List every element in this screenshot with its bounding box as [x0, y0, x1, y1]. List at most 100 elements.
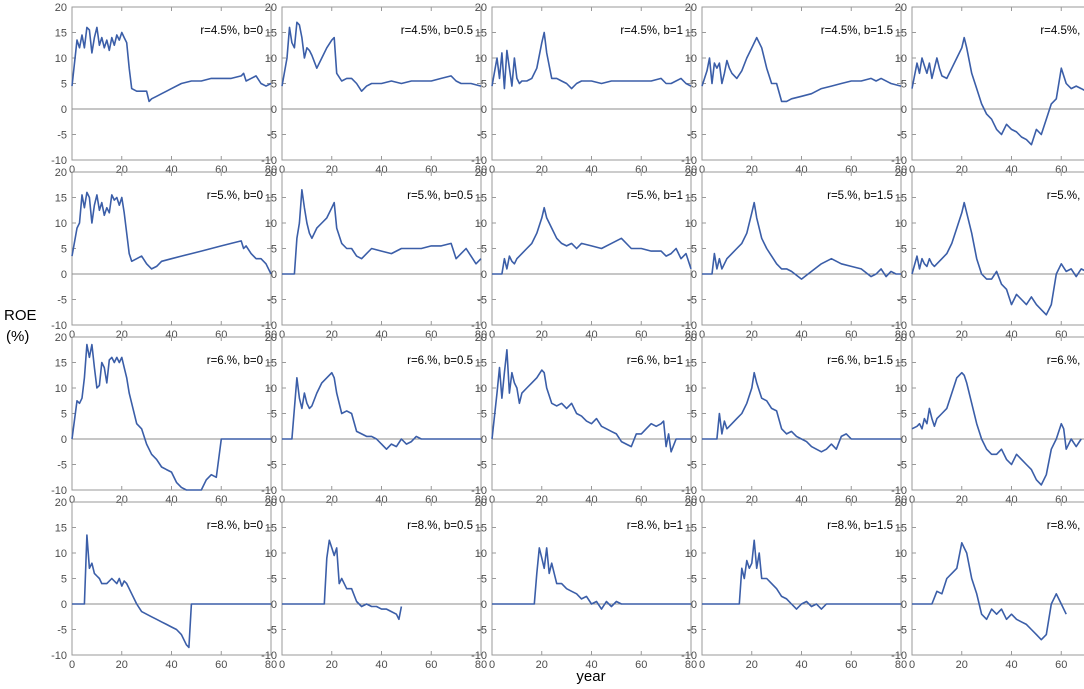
- x-tick-label: 80: [265, 494, 277, 506]
- y-tick-label: 15: [55, 358, 67, 370]
- x-tick-label: 60: [845, 659, 857, 671]
- y-tick-label: 20: [55, 167, 67, 179]
- x-tick-label: 80: [685, 164, 697, 176]
- panel-label: r=5.%, b=0.5: [407, 190, 473, 202]
- x-tick-label: 0: [699, 659, 705, 671]
- x-tick-label: 60: [635, 659, 647, 671]
- roe-series-line: [492, 547, 691, 610]
- x-tick-label: 80: [895, 329, 907, 341]
- y-tick-label: 0: [481, 104, 487, 116]
- y-tick-label: 10: [685, 383, 697, 395]
- x-tick-label: 40: [1005, 659, 1017, 671]
- x-tick-label: 20: [746, 494, 758, 506]
- y-tick-label: 20: [265, 497, 277, 509]
- x-tick-label: 20: [536, 329, 548, 341]
- x-tick-label: 40: [375, 329, 387, 341]
- y-tick-label: -5: [477, 460, 487, 472]
- x-tick-label: 20: [116, 164, 128, 176]
- y-tick-label: 10: [475, 53, 487, 65]
- y-tick-label: 10: [895, 218, 907, 230]
- y-tick-label: 20: [55, 497, 67, 509]
- panel-label: r=4.5%, b=1.5: [821, 25, 893, 37]
- y-tick-label: 20: [685, 167, 697, 179]
- y-tick-label: 20: [475, 2, 487, 14]
- roe-series-line: [491, 31, 692, 90]
- x-axis-label: year: [576, 668, 605, 685]
- roe-series-line: [72, 534, 271, 649]
- roe-series-line: [912, 541, 1067, 641]
- panel-label: r=6.%, b=0.5: [407, 355, 473, 367]
- panel-label: r=4.5%, b=2: [1040, 25, 1084, 37]
- panel-label: r=8.%, b=1: [627, 520, 683, 532]
- x-tick-label: 0: [69, 329, 75, 341]
- y-tick-label: 20: [265, 167, 277, 179]
- y-tick-label: 5: [481, 574, 487, 586]
- y-tick-label: -5: [267, 625, 277, 637]
- roe-series-line: [911, 371, 1082, 486]
- x-tick-label: 40: [1005, 329, 1017, 341]
- panel-label: r=5.%, b=2: [1047, 190, 1084, 202]
- y-tick-label: 15: [475, 193, 487, 205]
- y-tick-label: 0: [61, 269, 67, 281]
- y-tick-label: 0: [901, 434, 907, 446]
- x-tick-label: 80: [475, 164, 487, 176]
- x-tick-label: 20: [116, 329, 128, 341]
- x-tick-label: 40: [585, 329, 597, 341]
- y-tick-label: -5: [897, 295, 907, 307]
- x-tick-label: 0: [69, 659, 75, 671]
- panel-label: r=5.%, b=0: [207, 190, 263, 202]
- y-tick-label: 5: [901, 574, 907, 586]
- y-tick-label: 10: [685, 53, 697, 65]
- y-tick-label: 5: [61, 244, 67, 256]
- x-tick-label: 20: [116, 494, 128, 506]
- x-tick-label: 80: [685, 329, 697, 341]
- x-tick-label: 40: [375, 494, 387, 506]
- y-tick-label: -10: [681, 485, 697, 497]
- x-tick-label: 60: [425, 494, 437, 506]
- panel-label: r=6.%, b=2: [1047, 355, 1084, 367]
- x-tick-label: 0: [699, 494, 705, 506]
- y-tick-label: 15: [55, 523, 67, 535]
- y-tick-label: -5: [267, 460, 277, 472]
- panel-label: r=8.%, b=0.5: [407, 520, 473, 532]
- x-tick-label: 20: [536, 659, 548, 671]
- roe-series-line: [911, 36, 1084, 146]
- y-tick-label: 0: [271, 434, 277, 446]
- roe-series-line: [491, 348, 691, 453]
- y-tick-label: -5: [897, 625, 907, 637]
- x-tick-label: 40: [1005, 164, 1017, 176]
- y-tick-label: 10: [685, 548, 697, 560]
- x-tick-label: 40: [375, 659, 387, 671]
- y-tick-label: -5: [267, 130, 277, 142]
- x-tick-label: 0: [489, 659, 495, 671]
- x-tick-label: 60: [215, 494, 227, 506]
- x-tick-label: 0: [69, 494, 75, 506]
- y-tick-label: 10: [55, 218, 67, 230]
- x-tick-label: 60: [215, 329, 227, 341]
- y-tick-label: 20: [685, 2, 697, 14]
- y-tick-label: -5: [687, 625, 697, 637]
- y-tick-label: -10: [471, 650, 487, 662]
- y-tick-label: -5: [687, 130, 697, 142]
- y-tick-label: 15: [685, 193, 697, 205]
- x-tick-label: 20: [116, 659, 128, 671]
- x-tick-label: 20: [746, 659, 758, 671]
- y-tick-label: 0: [691, 599, 697, 611]
- x-tick-label: 60: [215, 659, 227, 671]
- x-tick-label: 20: [956, 659, 968, 671]
- x-tick-label: 0: [489, 329, 495, 341]
- y-tick-label: 10: [55, 548, 67, 560]
- y-tick-label: 5: [901, 79, 907, 91]
- roe-series-line: [282, 371, 481, 451]
- y-tick-label: 10: [265, 548, 277, 560]
- x-tick-label: 40: [165, 659, 177, 671]
- y-tick-label: 15: [475, 523, 487, 535]
